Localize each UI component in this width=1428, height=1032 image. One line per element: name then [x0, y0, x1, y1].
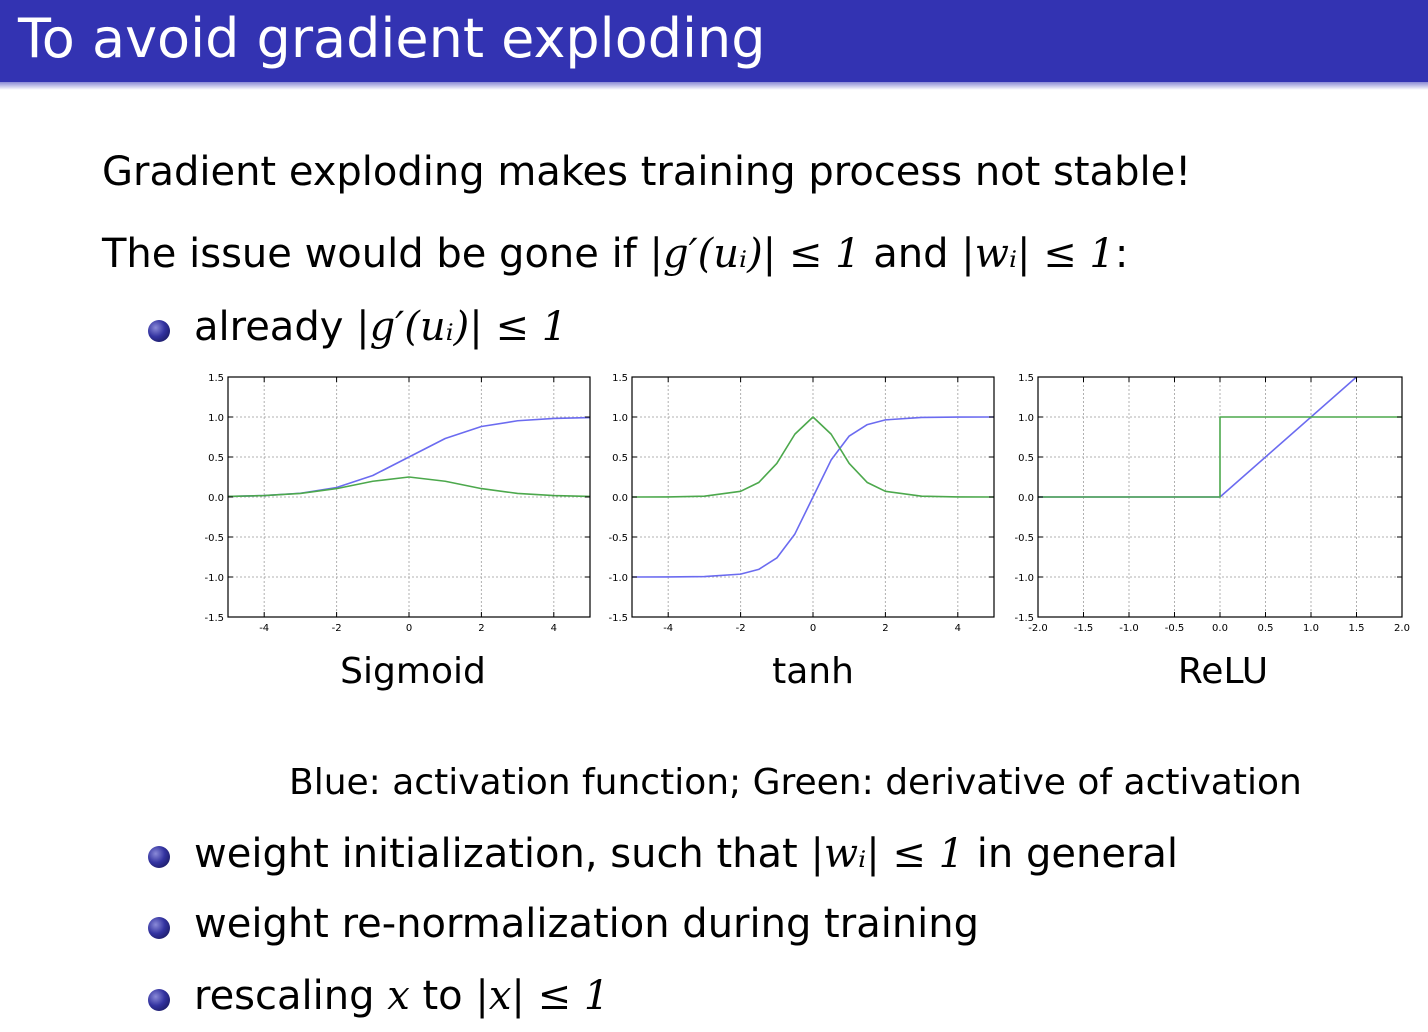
x-tick-label: -1.5 [1074, 623, 1094, 634]
x-tick-label: 2 [882, 623, 888, 634]
bullet-icon [148, 917, 170, 939]
activation-curve [1038, 376, 1358, 498]
x-tick-label: -0.5 [1165, 623, 1185, 634]
condition-prefix: The issue would be gone if [102, 231, 650, 277]
y-tick-label: -1.0 [1014, 573, 1034, 584]
y-tick-label: 0.5 [612, 453, 628, 464]
condition-and: and [860, 231, 962, 277]
x-tick-label: 0 [810, 623, 816, 634]
bullet-rescaling-var: x [387, 973, 410, 1019]
derivative-curve [227, 476, 591, 498]
y-tick-label: 1.5 [1018, 373, 1034, 384]
condition-math-derivative: |g′(uᵢ)| ≤ 1 [649, 231, 861, 277]
x-tick-label: 4 [551, 623, 557, 634]
sigmoid-plot: -4 -2 0 2 4 1.5 1.0 0.5 0.0 -0.5 -1.0 -1.5 [204, 373, 591, 634]
y-tick-label: 0.0 [612, 493, 628, 504]
bullet-rescaling-math: |x| ≤ 1 [475, 973, 610, 1019]
x-tick-label: 4 [955, 623, 961, 634]
y-tick-label: -1.5 [204, 613, 224, 624]
y-tick-label: 0.0 [208, 493, 224, 504]
y-tick-label: 0.5 [1018, 453, 1034, 464]
x-tick-label: -1.0 [1119, 623, 1139, 634]
relu-plot: -2.0 -1.5 -1.0 -0.5 0.0 0.5 1.0 1.5 2.01.51.00.5… [1014, 373, 1410, 634]
color-legend-text: Blue: activation function; Green: deriva… [289, 762, 1302, 803]
y-tick-label: -0.5 [204, 533, 224, 544]
condition-suffix: : [1114, 231, 1129, 277]
bullet-already-math: |g′(uᵢ)| ≤ 1 [356, 304, 568, 350]
x-tick-label: -4 [663, 623, 673, 634]
bullet-icon [148, 989, 170, 1011]
y-tick-label: 0.0 [1018, 493, 1034, 504]
bullet-renormalization: weight re-normalization during training [194, 900, 979, 948]
tanh-caption: tanh [772, 651, 854, 692]
slide-title: To avoid gradient exploding [18, 7, 766, 70]
y-tick-label: -0.5 [608, 533, 628, 544]
bullet-already: already |g′(uᵢ)| ≤ 1 [194, 303, 567, 351]
derivative-curve [631, 416, 995, 498]
y-tick-label: 0.5 [208, 453, 224, 464]
bullet-weight-init-math: |wᵢ| ≤ 1 [810, 831, 965, 877]
x-tick-label: 0.5 [1258, 623, 1274, 634]
title-bar-shadow [0, 82, 1428, 90]
bullet-weight-init-suffix: in general [964, 831, 1179, 877]
condition-line: The issue would be gone if |g′(uᵢ)| ≤ 1 … [102, 230, 1128, 278]
bullet-rescaling-prefix: rescaling [194, 973, 388, 1019]
x-tick-label: 1.0 [1303, 623, 1319, 634]
derivative-curve [1038, 416, 1402, 498]
tanh-plot: -4 -2 0 2 4 1.5 1.0 0.5 0.0 -0.5 -1.0 -1.5 [608, 373, 995, 634]
y-tick-label: -1.0 [608, 573, 628, 584]
statement-text: Gradient exploding makes training proces… [102, 149, 1192, 195]
x-tick-label: 0 [406, 623, 412, 634]
x-tick-label: 2.0 [1394, 623, 1410, 634]
y-tick-label: 1.5 [612, 373, 628, 384]
x-tick-label: 2 [478, 623, 484, 634]
bullet-renormalization-text: weight re-normalization during training [194, 901, 980, 947]
x-tick-label: -2 [736, 623, 746, 634]
bullet-already-prefix: already [194, 304, 357, 350]
x-tick-label: -2 [332, 623, 342, 634]
x-tick-label: 0.0 [1212, 623, 1228, 634]
y-tick-label: -0.5 [1014, 533, 1034, 544]
sigmoid-caption: Sigmoid [340, 651, 486, 692]
bullet-rescaling: rescaling x to |x| ≤ 1 [194, 972, 609, 1020]
statement-line: Gradient exploding makes training proces… [102, 148, 1191, 196]
bullet-icon [148, 846, 170, 868]
y-tick-label: 1.0 [208, 413, 224, 424]
bullet-weight-init: weight initialization, such that |wᵢ| ≤ … [194, 830, 1178, 878]
y-tick-label: 1.0 [1018, 413, 1034, 424]
title-bar [0, 0, 1428, 82]
y-tick-label: -1.0 [204, 573, 224, 584]
y-tick-label: -1.5 [1014, 613, 1034, 624]
x-tick-label: -4 [259, 623, 269, 634]
activation-curve [631, 416, 995, 578]
y-tick-label: 1.0 [612, 413, 628, 424]
condition-math-weight: |wᵢ| ≤ 1 [961, 231, 1115, 277]
bullet-weight-init-prefix: weight initialization, such that [194, 831, 811, 877]
y-tick-label: -1.5 [608, 613, 628, 624]
bullet-rescaling-mid: to [409, 973, 476, 1019]
bullet-icon [148, 320, 170, 342]
x-tick-label: 1.5 [1349, 623, 1365, 634]
y-tick-label: 1.5 [208, 373, 224, 384]
relu-caption: ReLU [1177, 651, 1269, 692]
x-tick-label: -2.0 [1028, 623, 1048, 634]
